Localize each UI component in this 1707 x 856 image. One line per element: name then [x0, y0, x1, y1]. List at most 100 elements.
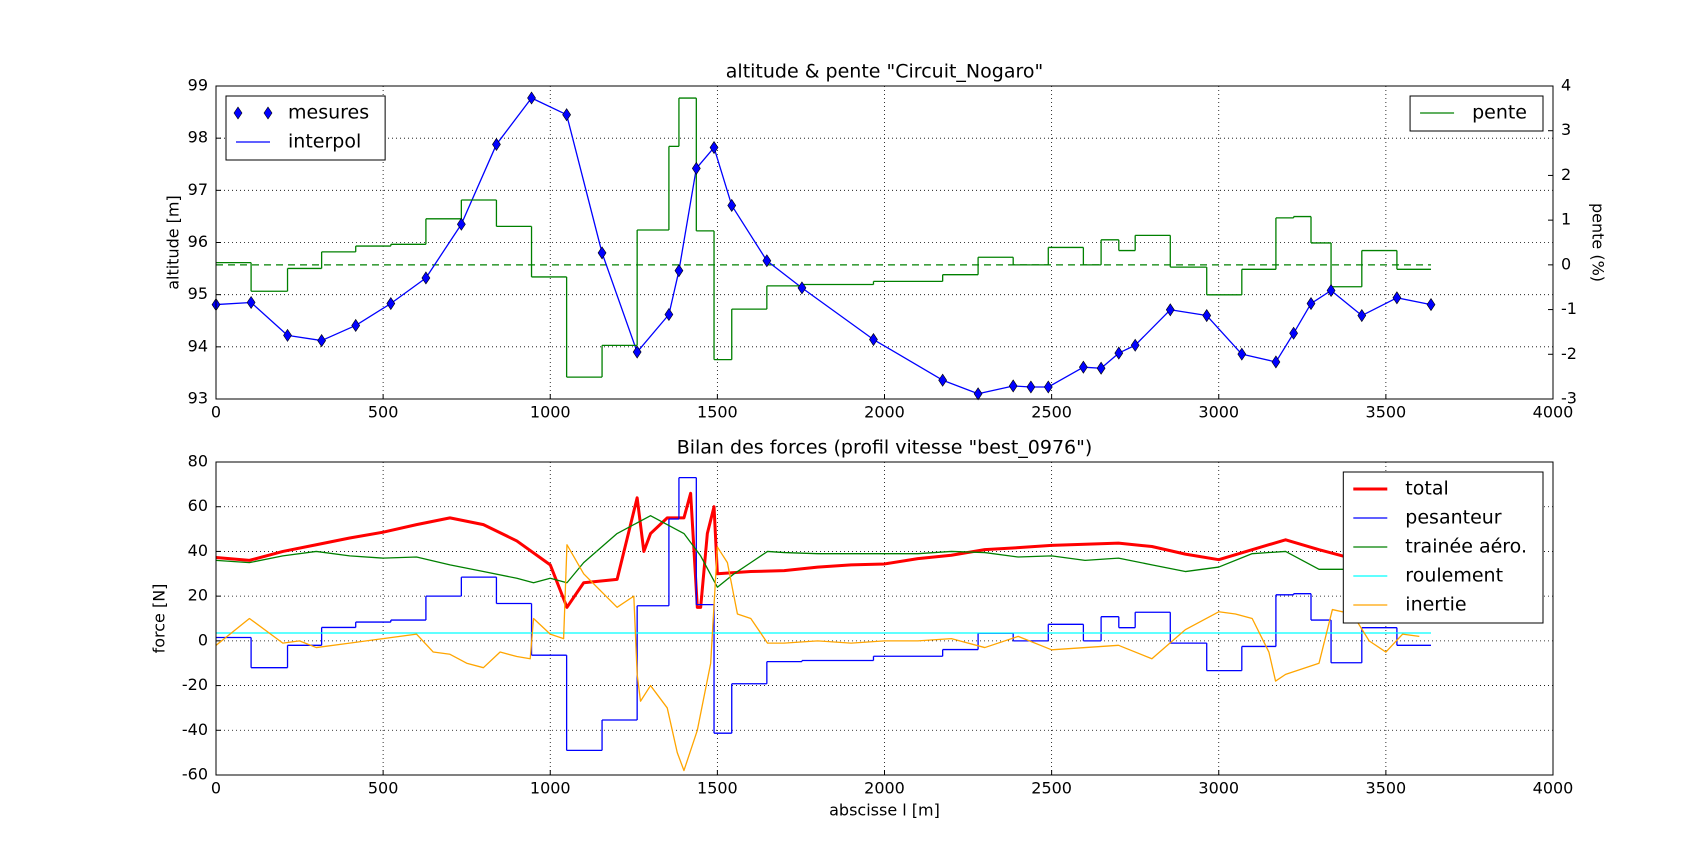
marker: [1130, 338, 1140, 352]
x-axis-label: abscisse l [m]: [829, 801, 940, 820]
x-tick-label: 2000: [864, 779, 905, 798]
marker: [456, 217, 466, 231]
marker: [1079, 360, 1088, 374]
marker: [1392, 291, 1402, 305]
y-tick-label: -40: [182, 720, 208, 739]
legend-label: pente: [1472, 102, 1527, 124]
marker: [597, 246, 607, 260]
x-tick-label: 0: [211, 779, 221, 798]
x-tick-label: 0: [211, 403, 221, 422]
y-tick-label: 99: [188, 76, 208, 95]
marker: [664, 307, 674, 322]
y2-tick-label: 0: [1561, 254, 1571, 273]
y2-axis-label: pente (%): [1589, 203, 1608, 282]
x-tick-label: 2500: [1031, 779, 1072, 798]
marker: [1326, 283, 1336, 298]
y2-tick-label: 4: [1561, 76, 1571, 95]
legend-label: interpol: [288, 131, 361, 153]
y2-tick-label: 1: [1561, 210, 1571, 229]
marker: [691, 161, 701, 175]
marker: [1426, 298, 1436, 312]
series-line: [216, 515, 1420, 588]
series-line: [216, 491, 1420, 609]
marker: [1043, 380, 1053, 394]
y-tick-label: -60: [182, 765, 208, 784]
marker: [762, 254, 772, 268]
legend-label: mesures: [288, 102, 369, 124]
y-tick-label: 97: [188, 180, 208, 199]
y-tick-label: 94: [188, 336, 208, 355]
x-tick-label: 1500: [697, 403, 738, 422]
marker: [632, 345, 642, 359]
x-tick-label: 3500: [1366, 779, 1407, 798]
y2-tick-label: 2: [1561, 165, 1571, 184]
y2-tick-label: -1: [1561, 299, 1577, 318]
series-line: [216, 97, 1432, 395]
legend-label: total: [1405, 478, 1448, 500]
y-tick-label: 98: [188, 128, 208, 147]
x-tick-label: 1000: [530, 403, 571, 422]
x-tick-label: 500: [368, 779, 399, 798]
plot-area: [216, 97, 1432, 395]
legend-box: [225, 95, 386, 161]
legend-label: roulement: [1405, 565, 1503, 587]
marker: [246, 295, 256, 310]
marker: [283, 328, 292, 342]
y-tick-label: -20: [182, 675, 208, 694]
x-tick-label: 2500: [1031, 403, 1072, 422]
x-tick-label: 1500: [697, 779, 738, 798]
marker: [973, 387, 983, 401]
marker: [1114, 346, 1124, 360]
x-tick-label: 1000: [530, 779, 571, 798]
axes-frame: [215, 85, 1554, 400]
x-tick-label: 3500: [1366, 403, 1407, 422]
marker: [562, 108, 571, 122]
panel: 0 500 1000 1500 2000 2500 3000 3500 4000 -60 -40 -2…: [150, 437, 1574, 820]
y-tick-label: 0: [198, 630, 208, 649]
legend-label: trainée aéro.: [1405, 536, 1527, 558]
y-axis-label: altitude [m]: [164, 195, 183, 290]
legend: total pesanteur trainée aéro. roulement iner…: [1342, 471, 1544, 624]
y-tick-label: 95: [188, 284, 208, 303]
marker: [1026, 380, 1036, 394]
marker: [869, 332, 878, 347]
y-tick-label: 20: [188, 586, 208, 605]
marker: [1202, 308, 1212, 323]
y2-tick-label: -3: [1561, 389, 1577, 408]
marker: [351, 318, 361, 332]
y-tick-label: 93: [188, 389, 208, 408]
legend-label: pesanteur: [1405, 507, 1502, 529]
chart-title: Bilan des forces (profil vitesse "best_0…: [677, 437, 1093, 459]
marker: [797, 281, 807, 295]
y-tick-label: 80: [188, 452, 208, 471]
marker: [1289, 326, 1298, 340]
marker: [527, 91, 536, 105]
marker: [1357, 308, 1367, 323]
x-tick-label: 3000: [1198, 779, 1239, 798]
legend: pente: [1409, 95, 1544, 132]
marker: [1096, 361, 1106, 375]
marker: [492, 137, 501, 151]
y-tick-label: 96: [188, 232, 208, 251]
marker: [1306, 296, 1316, 311]
x-tick-label: 2000: [864, 403, 905, 422]
marker: [317, 334, 326, 348]
series-line: [216, 544, 1420, 772]
panel: 0 500 1000 1500 2000 2500 3000 3500 4000 93 94 95 96…: [164, 61, 1608, 422]
chart-title: altitude & pente "Circuit_Nogaro": [726, 61, 1043, 83]
legend-label: inertie: [1405, 594, 1466, 616]
marker: [727, 198, 737, 213]
y-tick-label: 60: [188, 496, 208, 515]
y-axis-label: force [N]: [150, 584, 169, 654]
marker: [938, 373, 948, 387]
legend: mesures interpol: [225, 95, 386, 161]
marker: [1237, 347, 1247, 361]
marker: [1008, 379, 1018, 393]
plot-area: [216, 476, 1431, 772]
x-tick-label: 3000: [1198, 403, 1239, 422]
axes-frame: [215, 461, 1554, 776]
legend-marker: [263, 106, 273, 120]
legend-marker: [233, 106, 243, 120]
